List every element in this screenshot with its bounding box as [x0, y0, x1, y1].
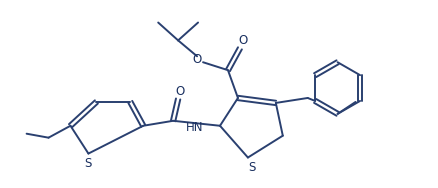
Text: HN: HN: [186, 121, 203, 134]
Text: S: S: [248, 161, 256, 174]
Text: S: S: [85, 157, 92, 170]
Text: O: O: [192, 53, 201, 66]
Text: O: O: [238, 34, 247, 47]
Text: O: O: [176, 85, 185, 98]
